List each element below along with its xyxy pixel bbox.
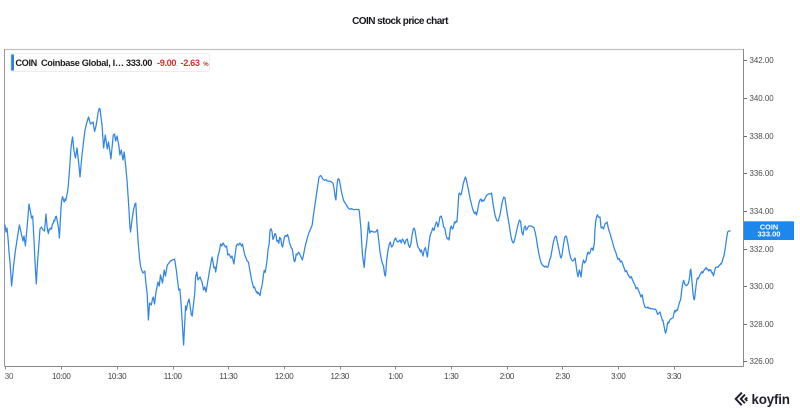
svg-text:-9.00: -9.00 xyxy=(157,58,176,68)
svg-text:332.00: 332.00 xyxy=(750,245,775,254)
svg-text:COIN: COIN xyxy=(760,222,778,231)
svg-text:Coinbase Global, I…: Coinbase Global, I… xyxy=(41,58,124,68)
svg-text:2:00: 2:00 xyxy=(500,372,515,381)
svg-text:333.00: 333.00 xyxy=(758,229,781,238)
svg-text:336.00: 336.00 xyxy=(750,169,775,178)
svg-text:1:30: 1:30 xyxy=(444,372,459,381)
svg-text:10:30: 10:30 xyxy=(108,372,127,381)
svg-text:3:30: 3:30 xyxy=(667,372,682,381)
svg-text:330.00: 330.00 xyxy=(750,282,775,291)
svg-text:-2.63: -2.63 xyxy=(181,58,200,68)
svg-text:334.00: 334.00 xyxy=(750,207,775,216)
svg-text:%: % xyxy=(203,62,209,68)
svg-text:12:00: 12:00 xyxy=(275,372,294,381)
svg-text:2:30: 2:30 xyxy=(555,372,570,381)
svg-text:COIN: COIN xyxy=(15,58,37,68)
svg-text:10:00: 10:00 xyxy=(52,372,71,381)
svg-text:koyfin: koyfin xyxy=(752,392,790,407)
svg-text:338.00: 338.00 xyxy=(750,132,775,141)
svg-text:COIN stock price chart: COIN stock price chart xyxy=(352,16,449,27)
svg-text:328.00: 328.00 xyxy=(750,320,775,329)
svg-text:342.00: 342.00 xyxy=(750,56,775,65)
svg-text:11:00: 11:00 xyxy=(164,372,183,381)
svg-text:3:00: 3:00 xyxy=(611,372,626,381)
svg-text:340.00: 340.00 xyxy=(750,94,775,103)
svg-text:12:30: 12:30 xyxy=(331,372,350,381)
svg-text:30: 30 xyxy=(5,372,14,381)
svg-text:11:30: 11:30 xyxy=(219,372,238,381)
svg-text:333.00: 333.00 xyxy=(126,58,152,68)
svg-text:1:00: 1:00 xyxy=(388,372,403,381)
svg-text:326.00: 326.00 xyxy=(750,357,775,366)
